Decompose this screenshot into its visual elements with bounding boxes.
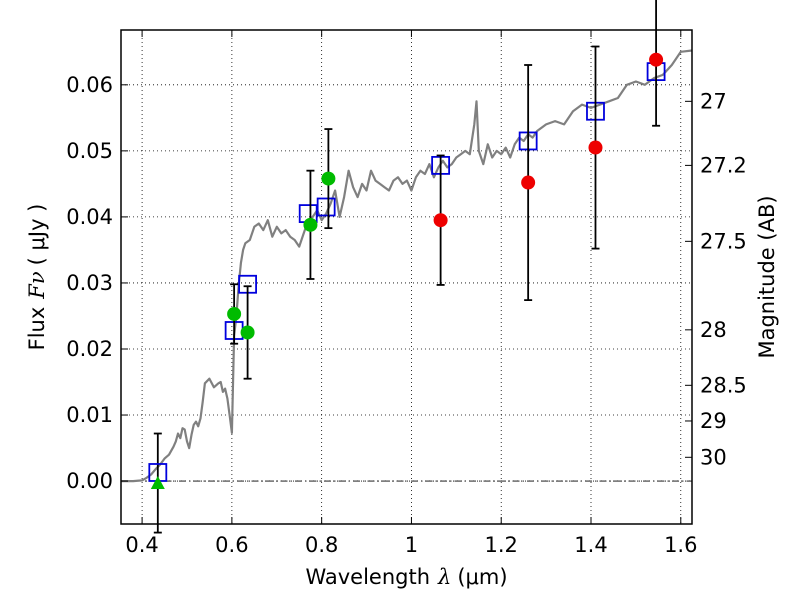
y-tick-label: 0.06	[66, 73, 113, 97]
grid-lines	[121, 30, 692, 524]
y2-axis-label: Magnitude (AB)	[755, 195, 779, 358]
model-photometry-square	[316, 197, 336, 217]
x-tick-label: 1	[405, 533, 418, 557]
x-tick-label: 0.4	[125, 533, 158, 557]
y-tick-label: 0.03	[66, 271, 113, 295]
y-tick-label: 0.01	[66, 403, 113, 427]
nondetection-triangle	[150, 476, 165, 490]
wfc3-detection-point	[433, 213, 448, 228]
acs-detection-point	[321, 171, 336, 186]
wfc3-detection-point	[649, 52, 664, 67]
x-tick-label: 1.4	[574, 533, 607, 557]
y-axis-label: FluxFν( μJy )	[25, 204, 49, 351]
x-tick-label: 1.2	[485, 533, 518, 557]
y2-tick-label: 29	[700, 409, 727, 433]
x-tick-label: 0.6	[215, 533, 248, 557]
acs-detection-point	[227, 306, 242, 321]
y-tick-label: 0.05	[66, 139, 113, 163]
y2-tick-label: 27.5	[700, 229, 747, 253]
plot-data	[121, 0, 692, 534]
x-tick-label: 0.8	[305, 533, 338, 557]
spectrum-line	[121, 49, 692, 483]
y-tick-label: 0.00	[66, 469, 113, 493]
axis-ticks: 0.4 0.6 0.8 1 1.2 1.4 1.6 0.00 0.01 0.02 0.03 0.04 0…	[66, 30, 747, 557]
acs-detection-point	[240, 325, 255, 340]
y-tick-label: 0.02	[66, 337, 113, 361]
wfc3-detection-point	[521, 175, 536, 190]
wfc3-detection-point	[588, 140, 603, 155]
marker-layer	[148, 0, 666, 534]
y2-tick-label: 27.2	[700, 153, 747, 177]
x-axis-label: Wavelength λ (μm)	[305, 565, 507, 589]
plot-frame	[120, 29, 693, 525]
acs-detection-point	[303, 217, 318, 232]
y2-tick-label: 28.5	[700, 373, 747, 397]
y-tick-label: 0.04	[66, 205, 113, 229]
clipped-data	[121, 49, 692, 483]
x-tick-label: 1.6	[664, 533, 697, 557]
y2-tick-label: 30	[700, 445, 727, 469]
y2-tick-label: 28	[700, 318, 727, 342]
y2-tick-label: 27	[700, 89, 727, 113]
